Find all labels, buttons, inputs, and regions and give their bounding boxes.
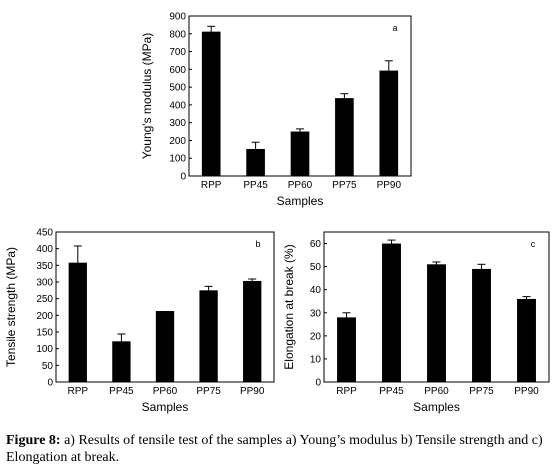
x-tick-label: PP75 [469, 386, 494, 397]
y-tick-label: 40 [310, 285, 322, 296]
y-tick-label: 450 [36, 228, 53, 239]
x-tick-label: PP60 [288, 180, 313, 191]
panel-label: b [255, 239, 260, 249]
caption-text: a) Results of tensile test of the sample… [6, 433, 543, 465]
chart-tensile-strength: 0 50 100 150 200 250 300 350 400 450 RPP PP45 PP60 PP… [4, 222, 280, 422]
y-tick-label: 0 [180, 172, 186, 183]
x-tick-label: RPP [68, 386, 89, 397]
chart-elongation-at-break: 0 10 20 30 40 50 60 RPP PP45 PP60 PP75 PP90 Samples E… [282, 222, 557, 422]
y-tick-label: 0 [315, 378, 321, 389]
x-tick-label: PP45 [379, 386, 404, 397]
x-tick-label: RPP [201, 180, 222, 191]
y-tick-label: 350 [36, 261, 53, 272]
y-tick-label: 100 [36, 344, 53, 355]
y-tick-label: 700 [169, 47, 186, 58]
x-tick-label: PP45 [109, 386, 134, 397]
x-tick-label: PP60 [153, 386, 178, 397]
x-tick-label: PP75 [196, 386, 221, 397]
x-axis-label: Samples [142, 400, 189, 414]
bar [112, 341, 131, 382]
y-tick-label: 400 [36, 244, 53, 255]
bar [201, 31, 221, 177]
y-tick-label: 300 [36, 278, 53, 289]
y-tick-label: 30 [310, 308, 322, 319]
bar [517, 298, 536, 382]
bar [155, 311, 175, 382]
bar [243, 281, 262, 382]
y-tick-label: 0 [47, 378, 53, 389]
y-tick-label: 150 [36, 328, 53, 339]
x-axis-label: Samples [277, 194, 324, 208]
x-axis-label: Samples [413, 400, 460, 414]
figure-caption: Figure 8: a) Results of tensile test of … [6, 432, 552, 466]
y-tick-label: 400 [169, 100, 186, 111]
y-tick-label: 50 [42, 361, 54, 372]
y-axis-label: Young's modulus (MPa) [140, 33, 154, 160]
bar [68, 262, 87, 382]
y-tick-label: 500 [169, 83, 186, 94]
x-tick-label: PP60 [424, 386, 449, 397]
bar [472, 268, 491, 382]
panel-label: c [531, 239, 536, 249]
bar [382, 243, 401, 382]
y-tick-label: 60 [310, 239, 322, 250]
y-tick-label: 800 [169, 29, 186, 40]
y-tick-label: 200 [36, 311, 53, 322]
x-tick-label: PP45 [243, 180, 268, 191]
figure-label: Figure 8: [6, 433, 61, 448]
x-tick-label: PP90 [377, 180, 402, 191]
panel-label: a [392, 23, 397, 33]
bar [337, 317, 356, 382]
y-tick-label: 300 [169, 118, 186, 129]
bar [246, 148, 265, 176]
bar [335, 98, 354, 176]
bar [427, 264, 446, 382]
y-tick-label: 250 [36, 294, 53, 305]
y-tick-label: 100 [169, 154, 186, 165]
y-axis-label: Tensile strength (MPa) [4, 247, 18, 367]
y-tick-label: 50 [310, 262, 322, 273]
y-tick-label: 20 [310, 331, 322, 342]
x-tick-label: PP90 [514, 386, 539, 397]
chart-youngs-modulus: 0 100 200 300 400 500 600 700 800 900 RPP PP45 PP60 P… [140, 6, 420, 208]
y-tick-label: 200 [169, 136, 186, 147]
bar [290, 131, 310, 176]
bar [199, 290, 218, 382]
y-tick-label: 600 [169, 65, 186, 76]
x-tick-label: PP90 [240, 386, 265, 397]
x-tick-label: RPP [336, 386, 357, 397]
chart-svg: 0 10 20 30 40 50 60 RPP PP45 PP60 PP75 PP90 Samples E… [282, 231, 550, 414]
chart-svg: 0 100 200 300 400 500 600 700 800 900 RPP PP45 PP60 P… [140, 12, 412, 208]
y-tick-label: 900 [169, 12, 186, 23]
bar [379, 70, 399, 176]
y-tick-label: 10 [310, 354, 322, 365]
chart-svg: 0 50 100 150 200 250 300 350 400 450 RPP PP45 PP60 PP… [4, 228, 275, 414]
y-axis-label: Elongation at break (%) [282, 244, 296, 369]
x-tick-label: PP75 [332, 180, 357, 191]
